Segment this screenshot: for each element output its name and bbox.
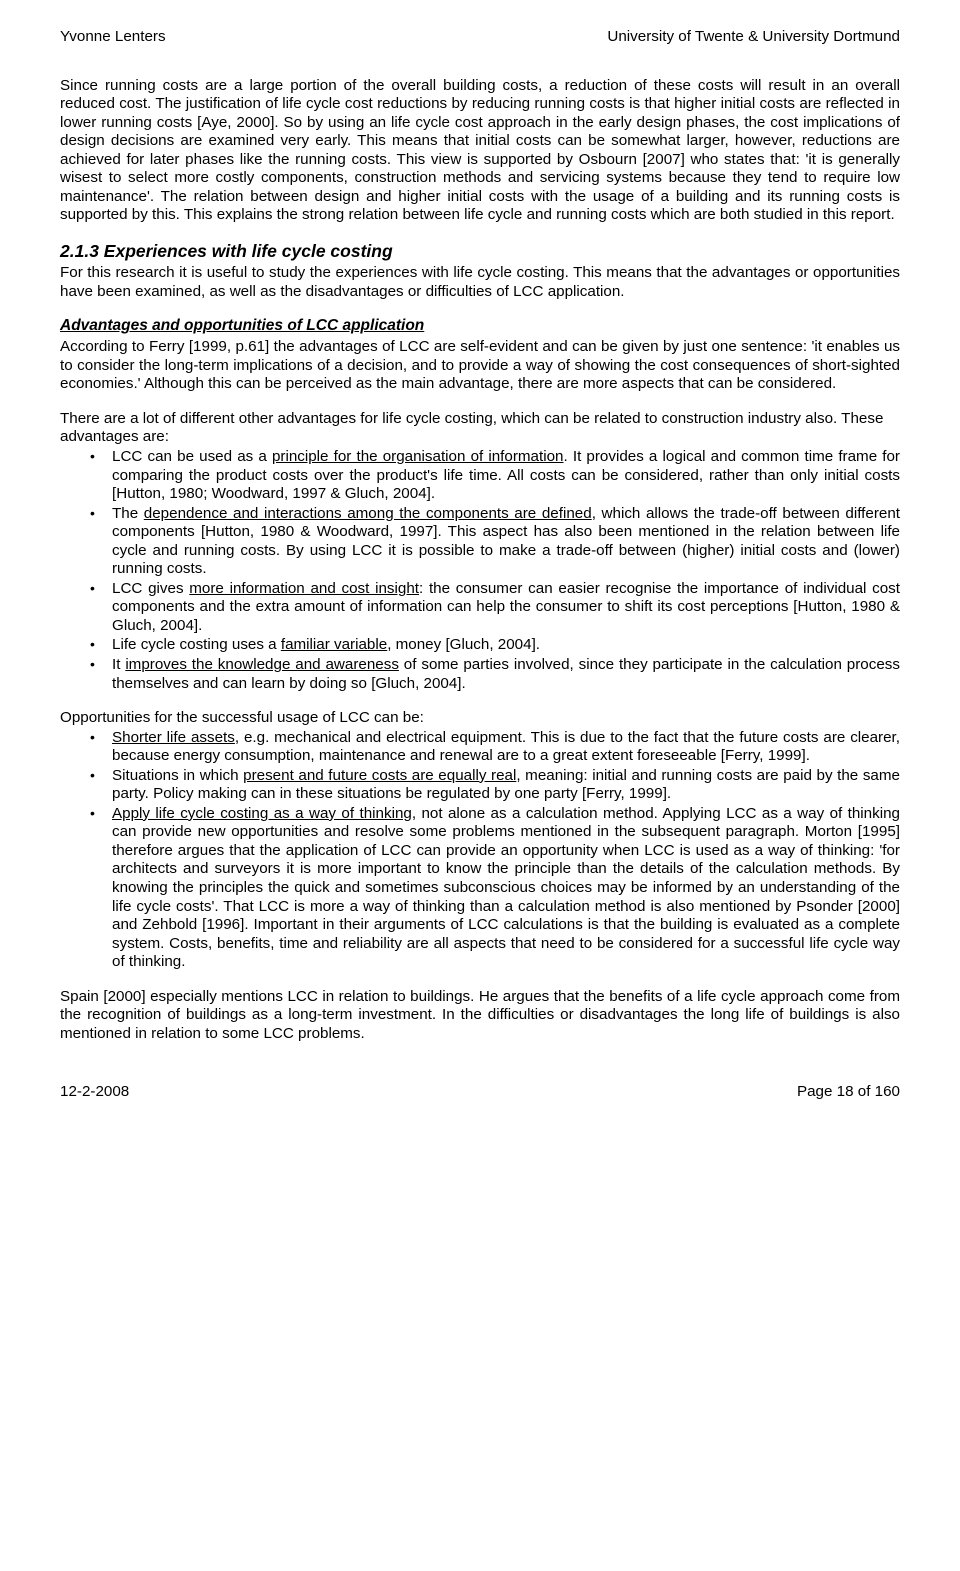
paragraph-spain: Spain [2000] especially mentions LCC in … bbox=[60, 988, 900, 1044]
header-affiliation: University of Twente & University Dortmu… bbox=[607, 28, 900, 47]
list-item: Situations in which present and future c… bbox=[90, 767, 900, 804]
advantages-list: LCC can be used as a principle for the o… bbox=[60, 448, 900, 693]
page-header: Yvonne Lenters University of Twente & Un… bbox=[60, 28, 900, 47]
subheading-advantages: Advantages and opportunities of LCC appl… bbox=[60, 317, 900, 336]
text: Life cycle costing uses a bbox=[112, 636, 281, 653]
paragraph-intro: Since running costs are a large portion … bbox=[60, 77, 900, 225]
text: , money [Gluch, 2004]. bbox=[387, 636, 540, 653]
footer-page: Page 18 of 160 bbox=[797, 1083, 900, 1102]
page-footer: 12-2-2008 Page 18 of 160 bbox=[60, 1083, 900, 1102]
text: , not alone as a calculation method. App… bbox=[112, 805, 900, 970]
text: Situations in which bbox=[112, 767, 243, 784]
list-item: Life cycle costing uses a familiar varia… bbox=[90, 636, 900, 655]
underlined-text: present and future costs are equally rea… bbox=[243, 767, 516, 784]
underlined-text: principle for the organisation of inform… bbox=[272, 448, 564, 465]
list-item: LCC gives more information and cost insi… bbox=[90, 580, 900, 636]
underlined-text: more information and cost insight bbox=[189, 580, 419, 597]
underlined-text: familiar variable bbox=[281, 636, 387, 653]
footer-date: 12-2-2008 bbox=[60, 1083, 129, 1102]
section-heading: 2.1.3 Experiences with life cycle costin… bbox=[60, 241, 900, 262]
list-item: Shorter life assets, e.g. mechanical and… bbox=[90, 729, 900, 766]
text: LCC gives bbox=[112, 580, 189, 597]
list-item: LCC can be used as a principle for the o… bbox=[90, 448, 900, 504]
text: The bbox=[112, 505, 144, 522]
underlined-text: dependence and interactions among the co… bbox=[144, 505, 592, 522]
underlined-text: improves the knowledge and awareness bbox=[125, 656, 399, 673]
underlined-text: Apply life cycle costing as a way of thi… bbox=[112, 805, 412, 822]
text: LCC can be used as a bbox=[112, 448, 272, 465]
paragraph-ferry: According to Ferry [1999, p.61] the adva… bbox=[60, 338, 900, 394]
paragraph-advantages-intro: There are a lot of different other advan… bbox=[60, 410, 900, 447]
text: It bbox=[112, 656, 125, 673]
underlined-text: Shorter life assets bbox=[112, 729, 235, 746]
list-item: The dependence and interactions among th… bbox=[90, 505, 900, 579]
paragraph-opportunities-intro: Opportunities for the successful usage o… bbox=[60, 709, 900, 728]
paragraph-section-intro: For this research it is useful to study … bbox=[60, 264, 900, 301]
list-item: It improves the knowledge and awareness … bbox=[90, 656, 900, 693]
opportunities-list: Shorter life assets, e.g. mechanical and… bbox=[60, 729, 900, 972]
header-author: Yvonne Lenters bbox=[60, 28, 166, 47]
list-item: Apply life cycle costing as a way of thi… bbox=[90, 805, 900, 972]
